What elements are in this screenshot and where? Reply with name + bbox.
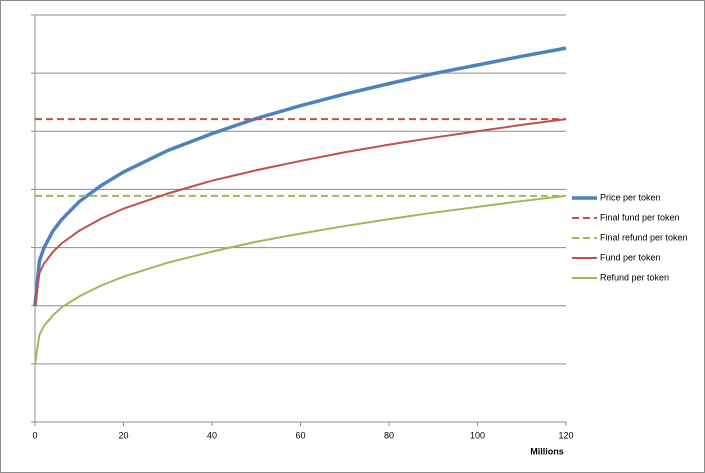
x-tick-label: 80 (384, 430, 394, 440)
x-axis-label: Millions (530, 446, 564, 456)
x-tick-label: 20 (118, 430, 128, 440)
legend-label: Fund per token (600, 252, 661, 262)
legend-label: Final refund per token (600, 232, 688, 242)
legend-label: Price per token (600, 192, 661, 202)
x-tick-label: 100 (470, 430, 485, 440)
legend-label: Refund per token (600, 272, 669, 282)
series-line (34, 118, 567, 306)
series-line (33, 46, 567, 306)
x-tick-label: 0 (32, 430, 37, 440)
x-tick-label: 120 (558, 430, 573, 440)
x-tick-label: 60 (295, 430, 305, 440)
legend-label: Final fund per token (600, 212, 680, 222)
x-tick-label: 40 (207, 430, 217, 440)
series-line (34, 194, 567, 365)
